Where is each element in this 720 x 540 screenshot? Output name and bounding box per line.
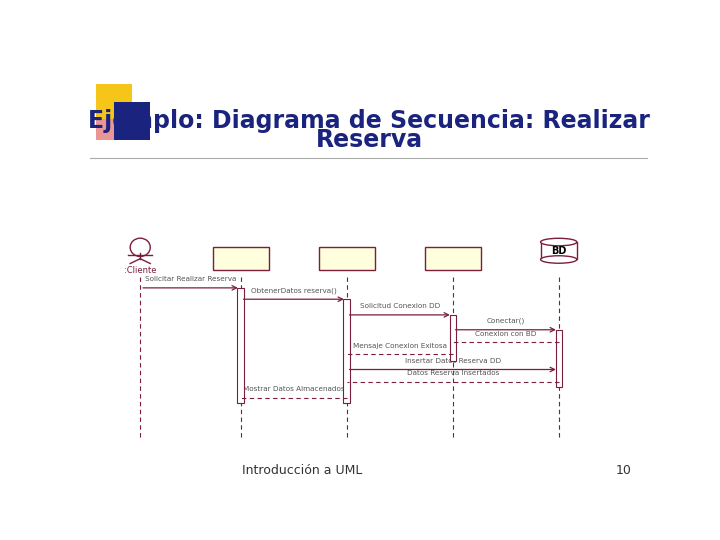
Text: Ejemplo: Diagrama de Secuencia: Realizar: Ejemplo: Diagrama de Secuencia: Realizar [88, 109, 650, 133]
Text: 10: 10 [616, 464, 631, 477]
Text: BD: BD [551, 246, 567, 256]
Bar [319, 247, 374, 269]
Text: Introducción a UML: Introducción a UML [242, 464, 362, 477]
Text: Insertar Datos Reserva DD: Insertar Datos Reserva DD [405, 358, 501, 364]
Bar [114, 102, 150, 140]
Bar [237, 288, 244, 403]
Text: Mensaje Conexion Exitosa: Mensaje Conexion Exitosa [353, 343, 446, 349]
Bar [556, 330, 562, 387]
Bar [213, 247, 269, 269]
Bar [449, 315, 456, 361]
Text: Conexion con BD: Conexion con BD [475, 330, 536, 336]
Text: Solicitud Conexion DD: Solicitud Conexion DD [359, 303, 440, 309]
Bar [96, 119, 120, 140]
Text: :GConexion: :GConexion [431, 254, 474, 262]
Text: ObtenerDatos reserva(): ObtenerDatos reserva() [251, 287, 336, 294]
Text: Mostrar Datos Almacenados: Mostrar Datos Almacenados [243, 387, 344, 393]
Text: Solicitar Realizar Reserva: Solicitar Realizar Reserva [145, 276, 236, 282]
Bar [343, 299, 351, 403]
Bar [96, 84, 132, 119]
Text: Conectar(): Conectar() [487, 318, 525, 325]
Text: Datos Reserva Insertados: Datos Reserva Insertados [407, 370, 499, 376]
Bar [425, 247, 481, 269]
Ellipse shape [541, 238, 577, 246]
Ellipse shape [130, 238, 150, 256]
Ellipse shape [541, 256, 577, 263]
Text: Reserva: Reserva [315, 127, 423, 152]
Text: :Interfaz: :Interfaz [225, 254, 257, 262]
Bar [541, 242, 577, 260]
Text: :GestReserva: :GestReserva [321, 254, 372, 262]
Text: :Cliente: :Cliente [124, 266, 156, 275]
